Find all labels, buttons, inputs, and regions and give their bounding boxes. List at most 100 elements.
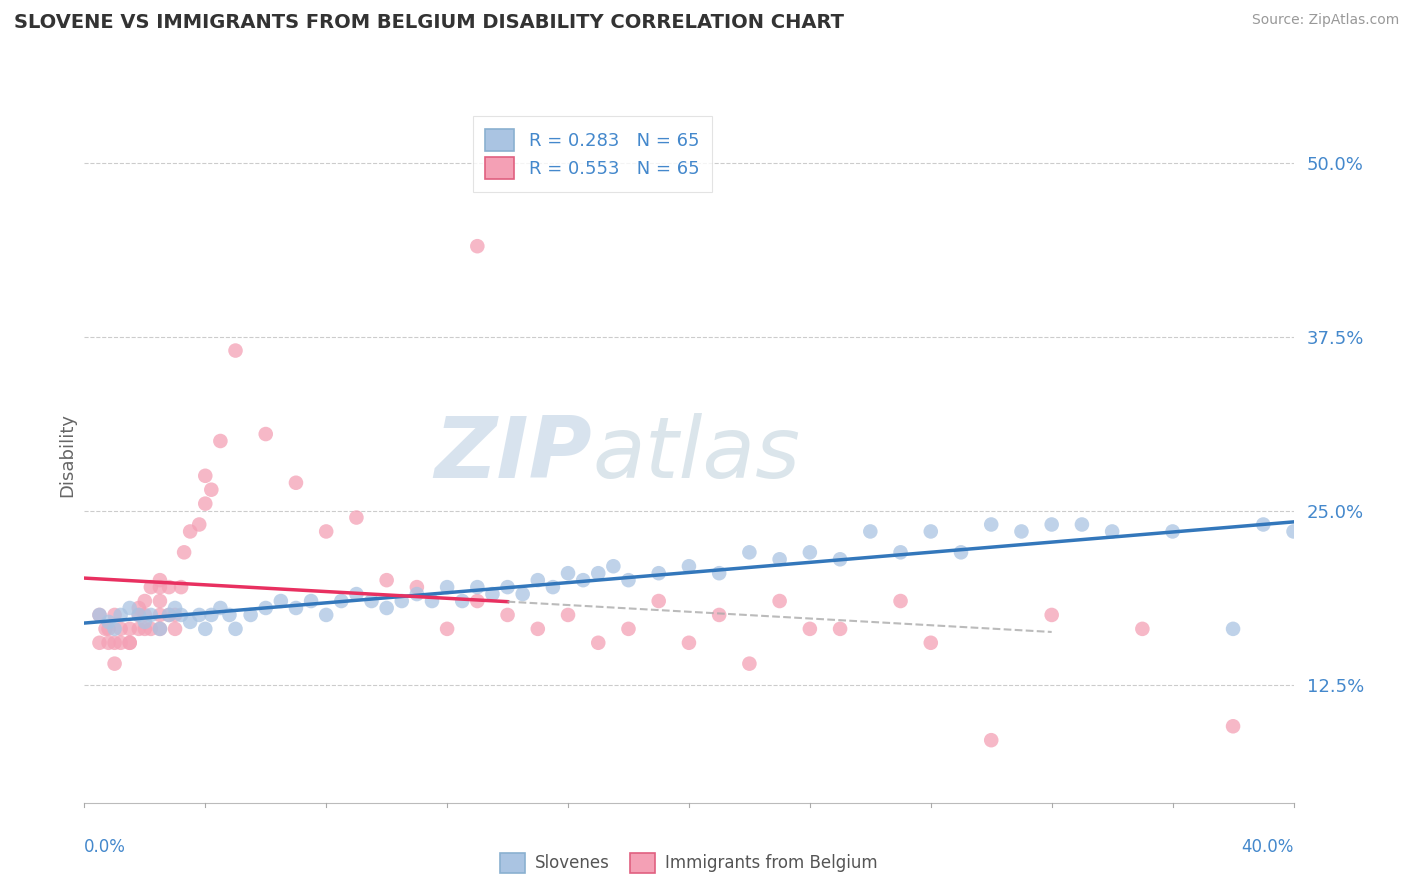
Point — [170, 607, 193, 622]
Point — [496, 607, 519, 622]
Text: 40.0%: 40.0% — [1241, 838, 1294, 856]
Point — [188, 607, 211, 622]
Point — [97, 636, 120, 650]
Point — [1251, 517, 1274, 532]
Point — [104, 657, 127, 671]
Point — [173, 545, 195, 559]
Point — [481, 587, 503, 601]
Point — [330, 594, 353, 608]
Point — [157, 580, 180, 594]
Point — [769, 594, 792, 608]
Point — [118, 636, 141, 650]
Point — [110, 607, 132, 622]
Point — [134, 594, 156, 608]
Point — [89, 607, 111, 622]
Point — [104, 636, 127, 650]
Point — [315, 524, 337, 539]
Point — [709, 607, 731, 622]
Point — [830, 622, 852, 636]
Point — [678, 636, 700, 650]
Point — [678, 559, 700, 574]
Point — [97, 622, 120, 636]
Point — [118, 601, 141, 615]
Point — [1222, 719, 1244, 733]
Point — [920, 636, 942, 650]
Point — [541, 580, 564, 594]
Point — [149, 622, 172, 636]
Legend: Slovenes, Immigrants from Belgium: Slovenes, Immigrants from Belgium — [494, 847, 884, 880]
Point — [1130, 622, 1153, 636]
Point — [163, 622, 186, 636]
Text: ZIP: ZIP — [434, 413, 592, 497]
Point — [209, 601, 232, 615]
Point — [1010, 524, 1032, 539]
Point — [225, 622, 247, 636]
Point — [128, 601, 150, 615]
Point — [738, 545, 761, 559]
Point — [89, 636, 111, 650]
Point — [346, 587, 368, 601]
Point — [467, 580, 489, 594]
Point — [104, 622, 127, 636]
Point — [284, 475, 308, 490]
Point — [1040, 517, 1063, 532]
Point — [526, 622, 548, 636]
Point — [149, 607, 172, 622]
Point — [572, 573, 595, 587]
Point — [89, 607, 111, 622]
Point — [375, 573, 398, 587]
Point — [1101, 524, 1123, 539]
Point — [738, 657, 761, 671]
Point — [104, 607, 127, 622]
Point — [346, 510, 368, 524]
Point — [391, 594, 413, 608]
Point — [557, 566, 579, 581]
Point — [890, 545, 912, 559]
Point — [406, 587, 429, 601]
Point — [830, 552, 852, 566]
Point — [980, 517, 1002, 532]
Point — [647, 566, 671, 581]
Point — [270, 594, 292, 608]
Point — [134, 622, 156, 636]
Point — [149, 594, 172, 608]
Point — [617, 622, 640, 636]
Point — [149, 573, 172, 587]
Point — [1071, 517, 1094, 532]
Point — [94, 622, 117, 636]
Point — [170, 580, 193, 594]
Point — [769, 552, 792, 566]
Point — [588, 566, 610, 581]
Point — [194, 497, 217, 511]
Point — [157, 607, 180, 622]
Point — [526, 573, 548, 587]
Point — [128, 622, 150, 636]
Point — [163, 601, 186, 615]
Point — [1161, 524, 1184, 539]
Text: atlas: atlas — [592, 413, 800, 497]
Point — [1222, 622, 1244, 636]
Point — [315, 607, 337, 622]
Point — [859, 524, 882, 539]
Point — [436, 580, 458, 594]
Point — [149, 580, 172, 594]
Point — [188, 517, 211, 532]
Point — [139, 607, 162, 622]
Point — [284, 601, 308, 615]
Point — [134, 615, 156, 629]
Point — [179, 615, 201, 629]
Text: 0.0%: 0.0% — [84, 838, 127, 856]
Text: SLOVENE VS IMMIGRANTS FROM BELGIUM DISABILITY CORRELATION CHART: SLOVENE VS IMMIGRANTS FROM BELGIUM DISAB… — [14, 13, 844, 32]
Point — [467, 239, 489, 253]
Point — [118, 622, 141, 636]
Point — [149, 622, 172, 636]
Point — [110, 636, 132, 650]
Point — [602, 559, 624, 574]
Point — [97, 615, 120, 629]
Point — [617, 573, 640, 587]
Point — [436, 622, 458, 636]
Point — [128, 607, 150, 622]
Point — [496, 580, 519, 594]
Point — [194, 468, 217, 483]
Point — [157, 607, 180, 622]
